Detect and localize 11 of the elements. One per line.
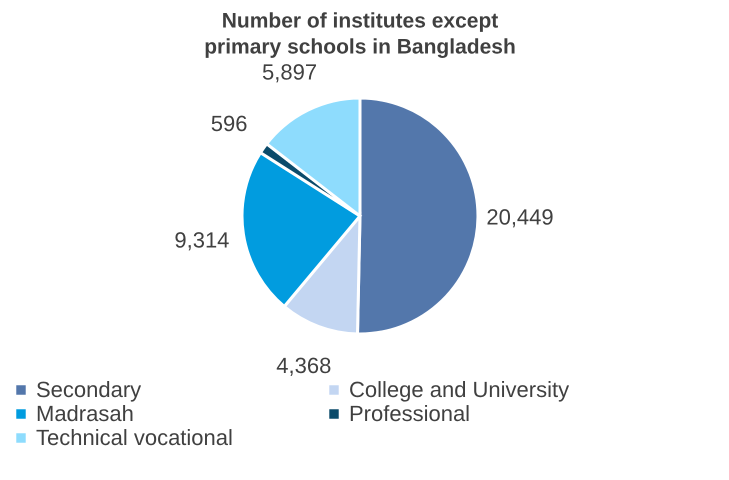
data-label: 20,449 [486,204,554,230]
data-label: 9,314 [174,228,230,252]
legend-label: College and University [349,377,570,402]
legend-label: Professional [349,401,470,426]
legend-label: Technical vocational [36,425,233,450]
legend-label: Madrasah [36,401,134,426]
data-label: 5,897 [262,59,318,84]
data-label: 4,368 [276,352,332,378]
data-label: 596 [210,110,248,136]
chart-title: Number of institutes except primary schools in Bangladesh [204,9,516,58]
legend-label: Secondary [36,377,142,402]
